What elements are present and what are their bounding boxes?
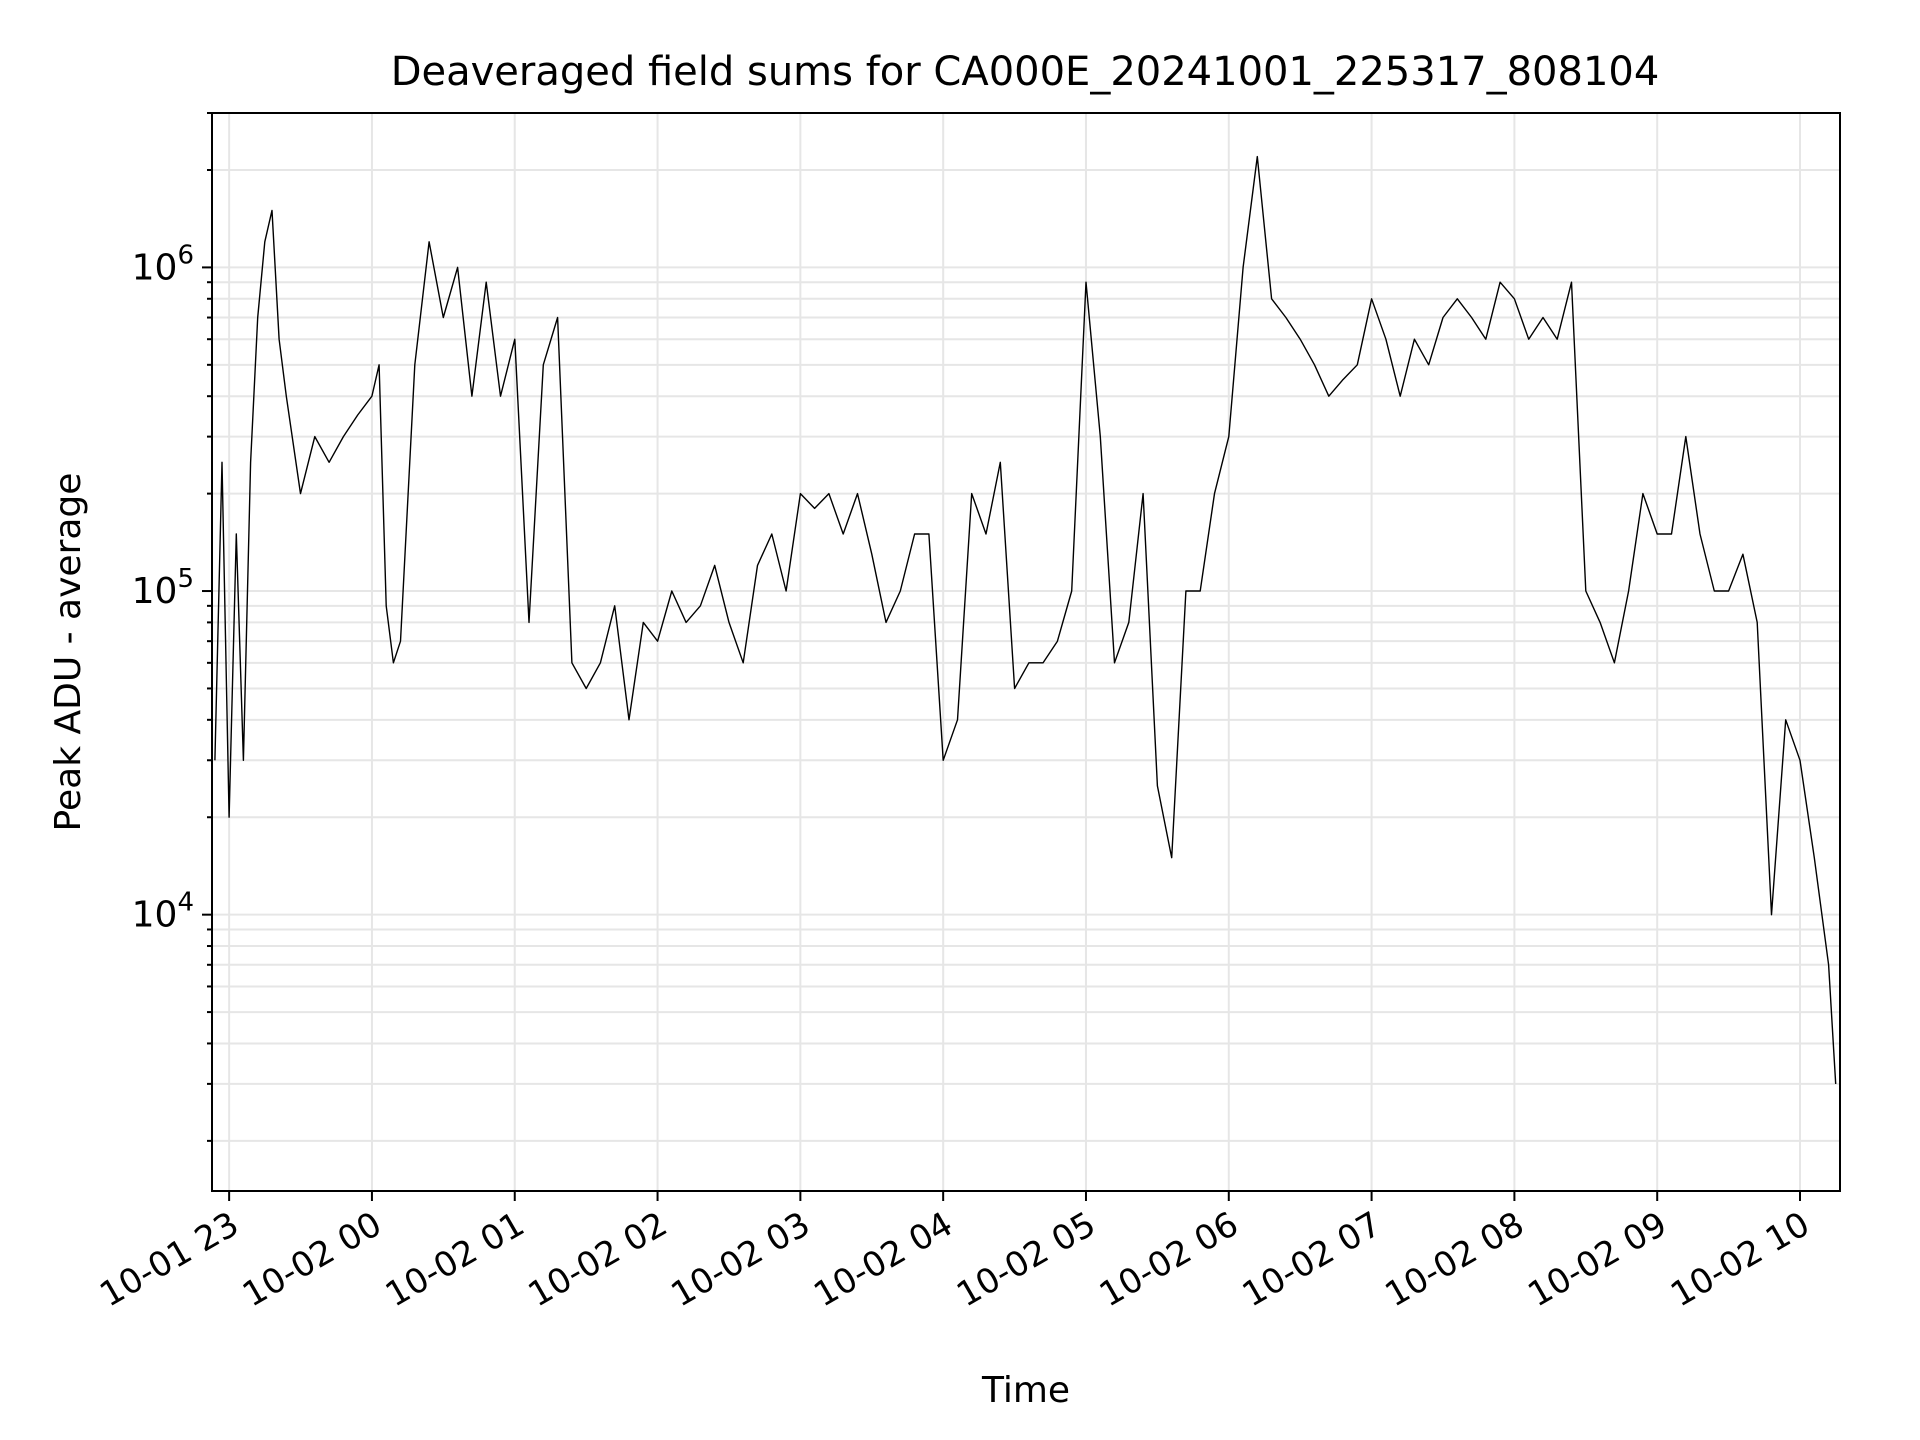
chart-title: Deaveraged field sums for CA000E_2024100… xyxy=(391,49,1660,95)
x-tick-label: 10-02 01 xyxy=(379,1204,531,1315)
series-line xyxy=(214,155,1837,1084)
x-tick-label: 10-02 04 xyxy=(807,1204,959,1315)
x-tick-label: 10-02 00 xyxy=(236,1204,388,1315)
x-tick-label: 10-01 23 xyxy=(93,1204,245,1315)
x-tick-label: 10-02 03 xyxy=(664,1204,816,1315)
x-axis-label: Time xyxy=(981,1370,1070,1411)
y-tick-label: 106 xyxy=(132,240,194,288)
grid-lines xyxy=(212,112,1840,1191)
series-layer xyxy=(214,155,1837,1084)
x-tick-label: 10-02 07 xyxy=(1236,1204,1388,1315)
x-tick-label: 10-02 10 xyxy=(1664,1204,1816,1315)
y-tick-label: 104 xyxy=(132,888,194,936)
x-tick-label: 10-02 06 xyxy=(1093,1204,1245,1315)
x-tick-label: 10-02 08 xyxy=(1379,1204,1531,1315)
x-tick-label: 10-02 09 xyxy=(1521,1204,1673,1315)
plot-frame xyxy=(211,112,1841,1192)
x-tick-label: 10-02 05 xyxy=(950,1204,1102,1315)
x-tick-label: 10-02 02 xyxy=(522,1204,674,1315)
y-axis-label: Peak ADU - average xyxy=(48,473,89,832)
y-tick-label: 105 xyxy=(132,564,194,612)
